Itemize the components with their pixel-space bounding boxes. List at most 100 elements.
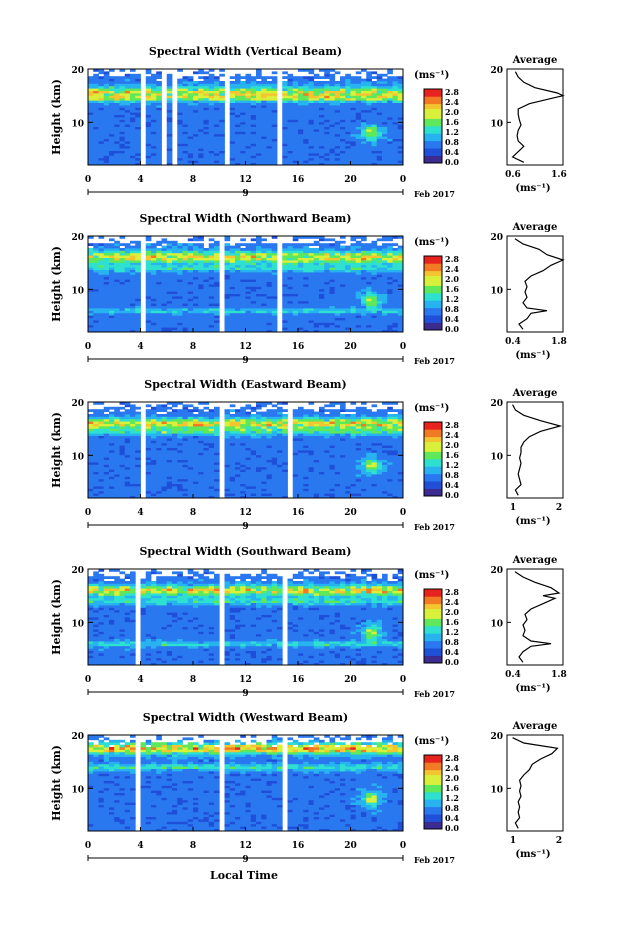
- heat-cell: [203, 322, 210, 326]
- heat-cell: [387, 83, 393, 87]
- heat-cell: [114, 124, 120, 127]
- heat-cell: [177, 245, 183, 249]
- heat-cell: [208, 329, 215, 333]
- heat-cell: [387, 141, 393, 144]
- heat-cell: [292, 320, 299, 323]
- heat-cell: [387, 138, 393, 142]
- heat-cell: [130, 155, 136, 159]
- heat-cell: [224, 320, 231, 323]
- heat-cell: [324, 238, 330, 242]
- heat-cell: [219, 109, 225, 113]
- heat-cell: [387, 157, 393, 161]
- heat-cell: [156, 157, 162, 161]
- heat-cell: [397, 145, 404, 149]
- heat-cell: [103, 124, 110, 127]
- heat-cell: [124, 105, 131, 108]
- heat-cell: [119, 286, 126, 290]
- heat-cell: [119, 252, 126, 256]
- heat-cell: [261, 129, 267, 132]
- heat-cell: [177, 69, 183, 72]
- heat-cell: [187, 76, 194, 79]
- heat-cell: [229, 97, 236, 101]
- heat-cell: [229, 133, 236, 137]
- heat-cell: [203, 255, 210, 258]
- heat-cell: [387, 315, 393, 318]
- heat-cell: [145, 462, 152, 465]
- heat-cell: [124, 293, 131, 297]
- heat-cell: [88, 329, 94, 333]
- heat-cell: [98, 143, 105, 147]
- heat-cell: [229, 83, 236, 87]
- heat-cell: [219, 105, 225, 108]
- heat-cell: [151, 310, 157, 314]
- heat-cell: [114, 414, 120, 417]
- heat-cell: [329, 150, 336, 154]
- colorbar-segment: [424, 116, 442, 119]
- heat-cell: [256, 155, 262, 159]
- heat-cell: [387, 245, 393, 249]
- colorbar-segment: [424, 140, 442, 144]
- heat-cell: [208, 308, 215, 311]
- heat-cell: [292, 150, 299, 154]
- heat-cell: [392, 124, 399, 127]
- heat-cell: [250, 317, 257, 321]
- heat-cell: [172, 442, 178, 446]
- heat-cell: [282, 100, 288, 103]
- heat-cell: [345, 133, 351, 137]
- heat-cell: [245, 324, 252, 328]
- heat-cell: [145, 459, 152, 463]
- heat-cell: [308, 102, 315, 106]
- heat-cell: [329, 272, 336, 275]
- heat-cell: [366, 162, 372, 166]
- heat-cell: [135, 272, 141, 275]
- heat-cell: [98, 286, 105, 290]
- heat-cell: [208, 160, 215, 163]
- heat-cell: [308, 274, 315, 278]
- heat-cell: [161, 478, 168, 482]
- heat-cell: [193, 97, 199, 101]
- heat-cell: [298, 315, 304, 318]
- heat-cell: [371, 150, 378, 154]
- heat-cell: [387, 329, 393, 333]
- heat-cell: [397, 93, 404, 96]
- heat-cell: [135, 129, 141, 132]
- heat-cell: [345, 100, 351, 103]
- heat-cell: [345, 107, 351, 111]
- heat-cell: [124, 100, 131, 103]
- heat-cell: [88, 257, 94, 261]
- heat-cell: [172, 486, 178, 489]
- heat-cell: [313, 143, 320, 147]
- heat-cell: [240, 327, 246, 330]
- heat-cell: [203, 109, 210, 113]
- heat-cell: [324, 83, 330, 87]
- heat-cell: [235, 291, 241, 294]
- x-tick-label: 8: [190, 342, 196, 352]
- heat-cell: [324, 105, 330, 108]
- heat-cell: [224, 303, 231, 306]
- heat-cell: [387, 100, 393, 103]
- heat-cell: [319, 284, 325, 287]
- heat-cell: [245, 279, 252, 282]
- heat-cell: [182, 312, 189, 316]
- heat-cell: [361, 310, 367, 314]
- heat-cell: [88, 324, 94, 328]
- heat-cell: [124, 466, 131, 470]
- heat-cell: [93, 138, 99, 142]
- heat-cell: [382, 236, 388, 239]
- heat-cell: [350, 76, 357, 79]
- heat-cell: [166, 440, 173, 444]
- heat-cell: [303, 114, 309, 118]
- heat-cell: [208, 262, 215, 266]
- heat-cell: [124, 411, 131, 415]
- heat-cell: [240, 264, 246, 268]
- heat-cell: [109, 416, 115, 420]
- heat-cell: [93, 476, 99, 480]
- heat-cell: [109, 162, 115, 166]
- heat-cell: [151, 490, 157, 494]
- heat-cell: [303, 305, 309, 309]
- heat-cell: [397, 300, 404, 304]
- heat-cell: [182, 308, 189, 311]
- heat-cell: [382, 243, 388, 246]
- heat-cell: [329, 252, 336, 256]
